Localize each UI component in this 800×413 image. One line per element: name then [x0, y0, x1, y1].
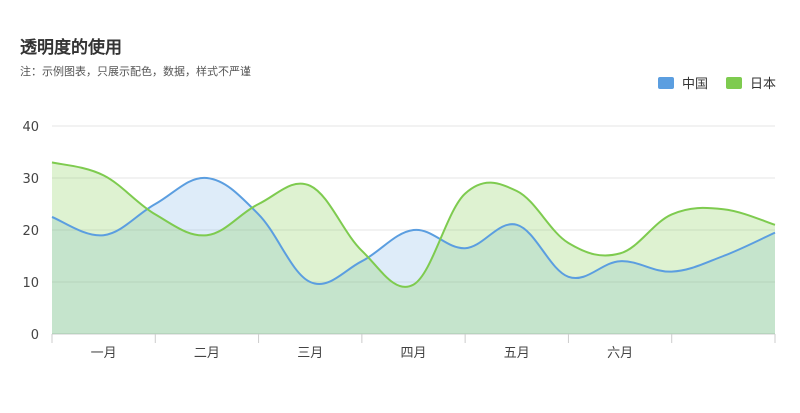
- x-tick-label: 二月: [194, 346, 220, 361]
- x-tick-label: 一月: [91, 346, 117, 361]
- y-tick-label: 30: [22, 172, 39, 187]
- legend-item-japan[interactable]: 日本: [725, 73, 776, 92]
- axis-layer: 0 10 20 30 40 一月 二月 三月 四月 五月 六月: [22, 120, 776, 361]
- y-tick-label: 40: [22, 120, 39, 135]
- x-tick-label: 四月: [400, 346, 426, 361]
- x-tick-label: 六月: [607, 346, 633, 361]
- series-line-0: [51, 176, 776, 285]
- legend-swatch-japan: [725, 76, 742, 89]
- x-tick-label: 三月: [297, 346, 323, 361]
- series-layer: [51, 161, 776, 334]
- series-area-1: [52, 162, 775, 334]
- legend-label-japan: 日本: [749, 77, 776, 92]
- legend-swatch-china: [657, 76, 674, 89]
- legend-label-china: 中国: [681, 77, 708, 92]
- legend-item-china[interactable]: 中国: [657, 73, 708, 92]
- x-tick-label: 五月: [504, 346, 530, 361]
- y-tick-label: 20: [22, 224, 39, 239]
- series-area-0: [52, 177, 775, 334]
- legend: 中国 日本: [646, 73, 776, 92]
- y-tick-label: 10: [22, 276, 39, 291]
- y-tick-label: 0: [31, 328, 39, 343]
- chart-title: 透明度的使用: [20, 38, 122, 58]
- series-line-1: [51, 161, 776, 288]
- chart-subtitle: 注：示例图表，只展示配色，数据，样式不严谨: [20, 65, 251, 78]
